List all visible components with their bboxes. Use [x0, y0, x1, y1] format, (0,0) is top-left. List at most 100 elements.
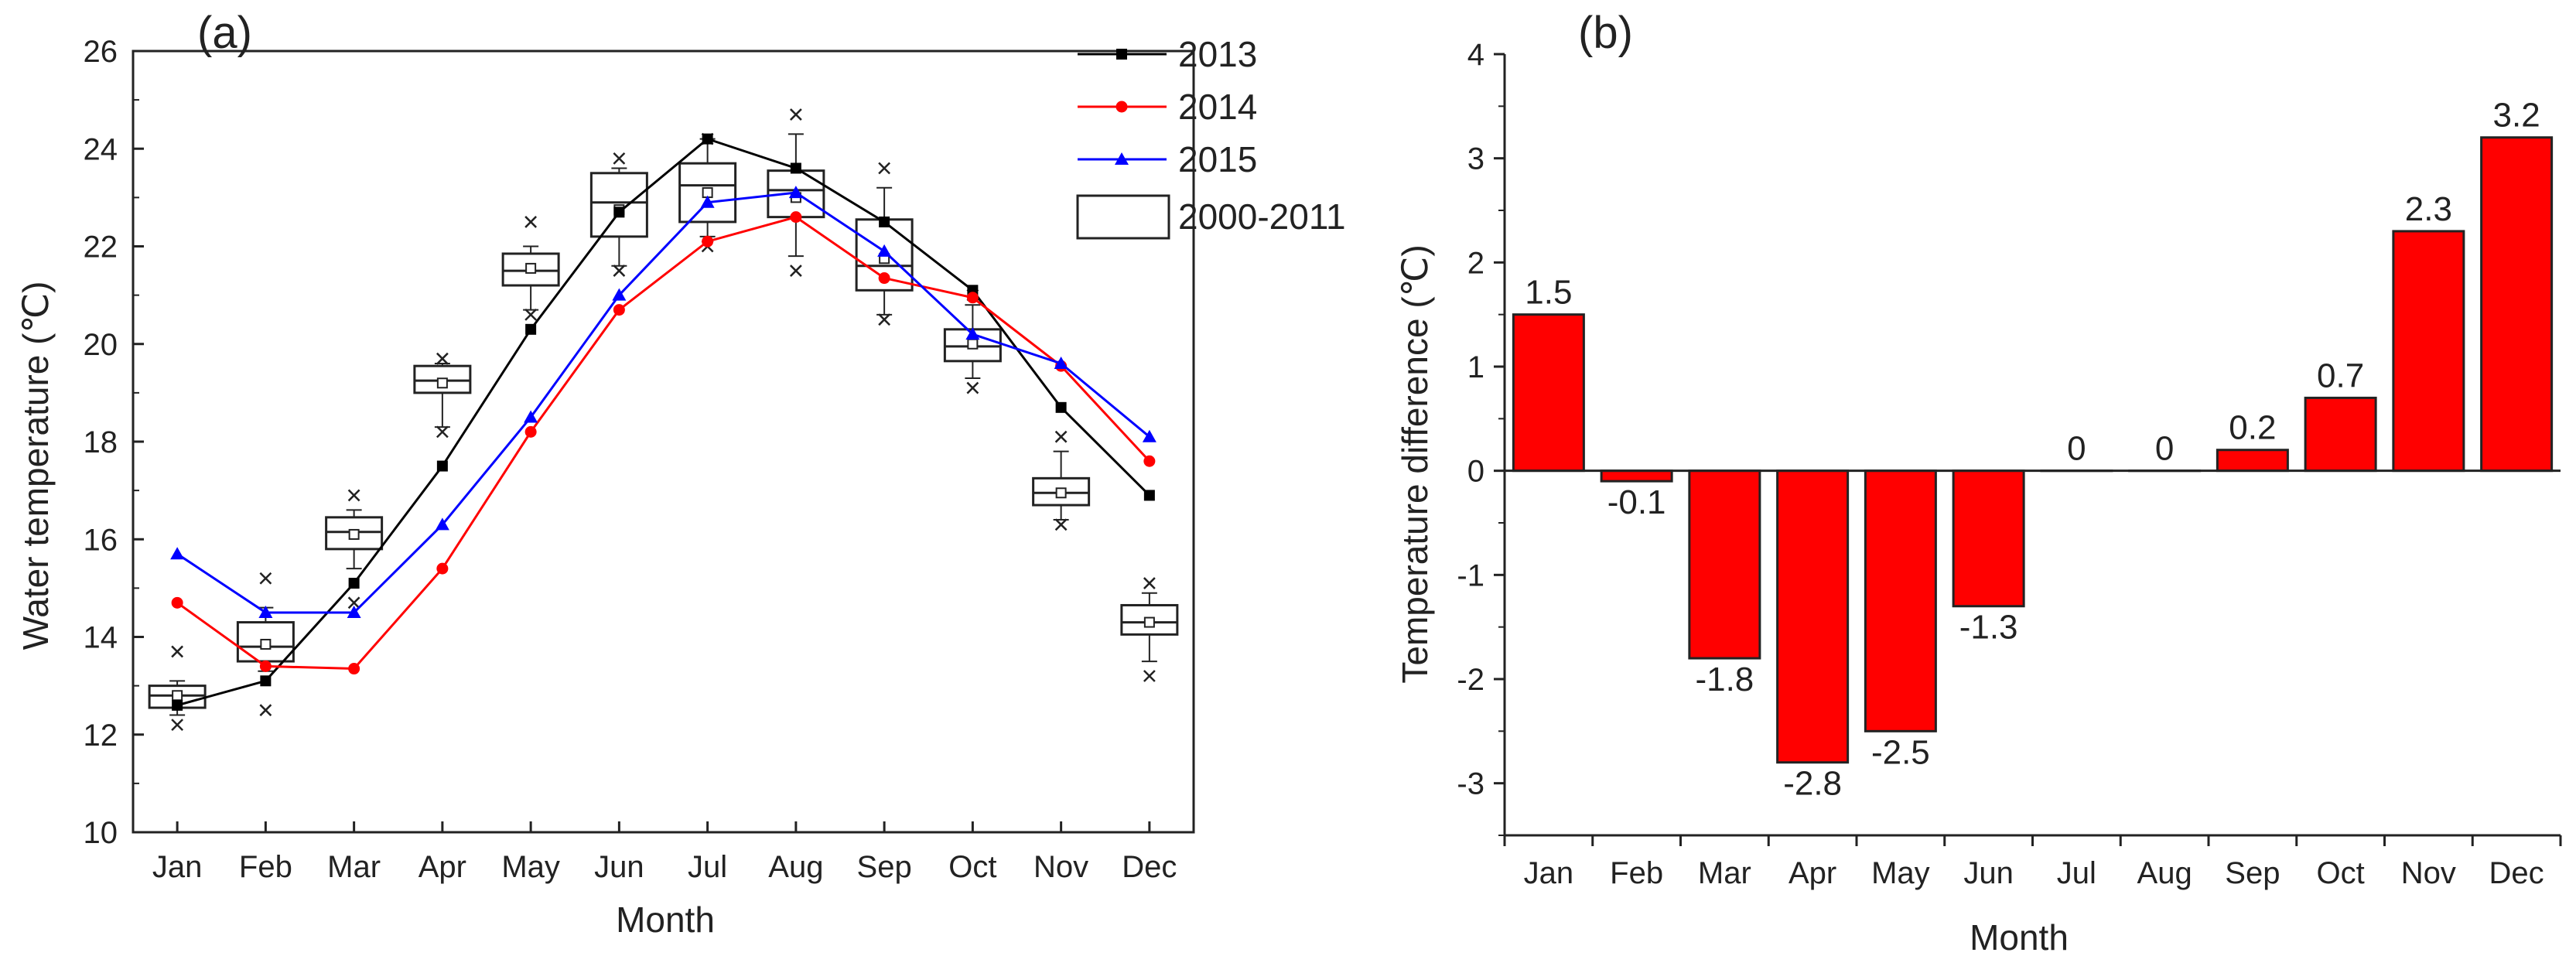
box-plot-oct [943, 288, 1002, 394]
data-point-2015 [1142, 429, 1156, 442]
x-tick-label: May [501, 850, 560, 884]
legend-label-2015: 2015 [1178, 139, 1257, 179]
bar-value-label: -0.1 [1607, 483, 1666, 521]
box-plot-dec [1120, 577, 1179, 682]
y-tick-label: 12 [84, 719, 118, 753]
series-2013 [172, 133, 1155, 711]
data-point-2013 [525, 323, 537, 335]
x-tick-label: Dec [1122, 850, 1177, 884]
x-tick-label: Mar [1698, 856, 1751, 890]
y-tick-label: 14 [84, 621, 118, 655]
y-tick-label: 22 [84, 230, 118, 265]
legend-marker-2015 [1115, 152, 1129, 165]
y-tick-label: 24 [84, 132, 118, 166]
legend-marker-2014 [1115, 101, 1128, 113]
y-tick-label: -1 [1457, 558, 1484, 592]
box-outlier-marker [789, 265, 802, 277]
bar-nov [2392, 230, 2465, 473]
x-tick-label: Nov [1033, 850, 1088, 884]
y-tick-label: 18 [84, 425, 118, 459]
box-mean-marker [348, 528, 360, 540]
x-tick-label: Aug [2137, 856, 2192, 890]
x-tick-label: May [1871, 856, 1930, 890]
y-axis-title: Temperature difference (℃) [1395, 244, 1435, 683]
data-point-2013 [1143, 490, 1155, 501]
data-point-2014 [878, 272, 890, 285]
data-point-2015 [347, 605, 361, 618]
bar-value-label: 0.2 [2229, 409, 2276, 447]
x-tick-label: Jun [594, 850, 644, 884]
box-mean-marker [1143, 616, 1155, 628]
legend: 2013 2014 2015 2000-2011 [1076, 34, 1346, 240]
box-outlier-marker [1143, 577, 1156, 589]
x-tick-label: Jul [2057, 856, 2096, 890]
x-tick-label: Apr [1789, 856, 1836, 890]
bar-sep [2216, 449, 2289, 473]
data-point-2015 [788, 186, 803, 199]
data-point-2014 [1143, 455, 1156, 467]
box-mean-marker [172, 690, 183, 702]
series-2014 [171, 211, 1156, 675]
y-axis-title: Water temperature (℃) [15, 282, 56, 650]
x-tick-label: Apr [419, 850, 466, 884]
y-tick-label: 2 [1467, 246, 1484, 280]
box-outlier-marker [171, 645, 184, 658]
data-point-2014 [171, 596, 183, 609]
y-tick-label: 20 [84, 328, 118, 362]
data-point-2015 [258, 605, 273, 618]
data-point-2014 [524, 425, 537, 438]
box-mean-marker [436, 377, 448, 389]
box-outlier-marker [259, 704, 272, 717]
data-point-2013 [613, 207, 625, 218]
data-point-2015 [965, 327, 980, 340]
x-tick-label: Dec [2489, 856, 2544, 890]
data-point-2014 [259, 660, 272, 672]
box-outlier-marker [878, 162, 891, 175]
bar-value-label: -2.5 [1871, 733, 1930, 771]
data-point-2015 [700, 195, 715, 208]
x-tick-label: Jan [152, 850, 203, 884]
data-point-2015 [1054, 357, 1068, 369]
data-point-2013 [702, 133, 713, 145]
legend-label-2013: 2013 [1178, 34, 1257, 74]
panel-a-label: (a) [197, 8, 252, 58]
data-point-2015 [524, 410, 538, 423]
box-plot-jun [589, 152, 648, 277]
bar-may [1864, 469, 1937, 732]
bar-value-label: 3.2 [2493, 97, 2540, 135]
box-outlier-marker [1054, 430, 1068, 443]
data-point-2014 [790, 211, 802, 224]
box-plot-feb [236, 572, 295, 717]
box-outlier-marker [524, 308, 538, 321]
bar-jan [1512, 313, 1585, 473]
box-plot-mar [325, 489, 384, 609]
bar-apr [1776, 469, 1850, 764]
data-point-2014 [966, 292, 979, 304]
bar-jun [1952, 469, 2025, 608]
box-plot-jul [678, 132, 737, 253]
y-tick-label: -3 [1457, 767, 1484, 801]
box-plot-sep [855, 162, 914, 326]
box-outlier-marker [171, 719, 184, 732]
data-point-2015 [612, 288, 627, 301]
box-outlier-marker [613, 152, 626, 165]
box-outlier-marker [1143, 670, 1156, 682]
box-outlier-marker [436, 425, 449, 439]
x-tick-label: Mar [327, 850, 381, 884]
box-mean-marker [967, 338, 979, 350]
x-tick-label: Sep [857, 850, 912, 884]
box-mean-marker [525, 262, 537, 274]
x-tick-label: Oct [2317, 856, 2365, 890]
data-point-2015 [170, 547, 185, 560]
plot-frame [132, 50, 1195, 834]
y-tick-label: 1 [1467, 350, 1484, 384]
y-tick-label: 4 [1467, 38, 1484, 72]
y-tick-label: -2 [1457, 663, 1484, 697]
x-tick-label: Oct [948, 850, 996, 884]
box-plot-jan [148, 645, 207, 732]
panel-a-line-chart: (a) 10 12 14 16 18 20 22 24 26 Jan Feb Mar Apr May Jun… [15, 8, 1346, 940]
data-point-2013 [348, 578, 360, 589]
legend-label-2014: 2014 [1178, 87, 1257, 127]
y-tick-label: 3 [1467, 142, 1484, 176]
box-outlier-marker [259, 572, 272, 585]
